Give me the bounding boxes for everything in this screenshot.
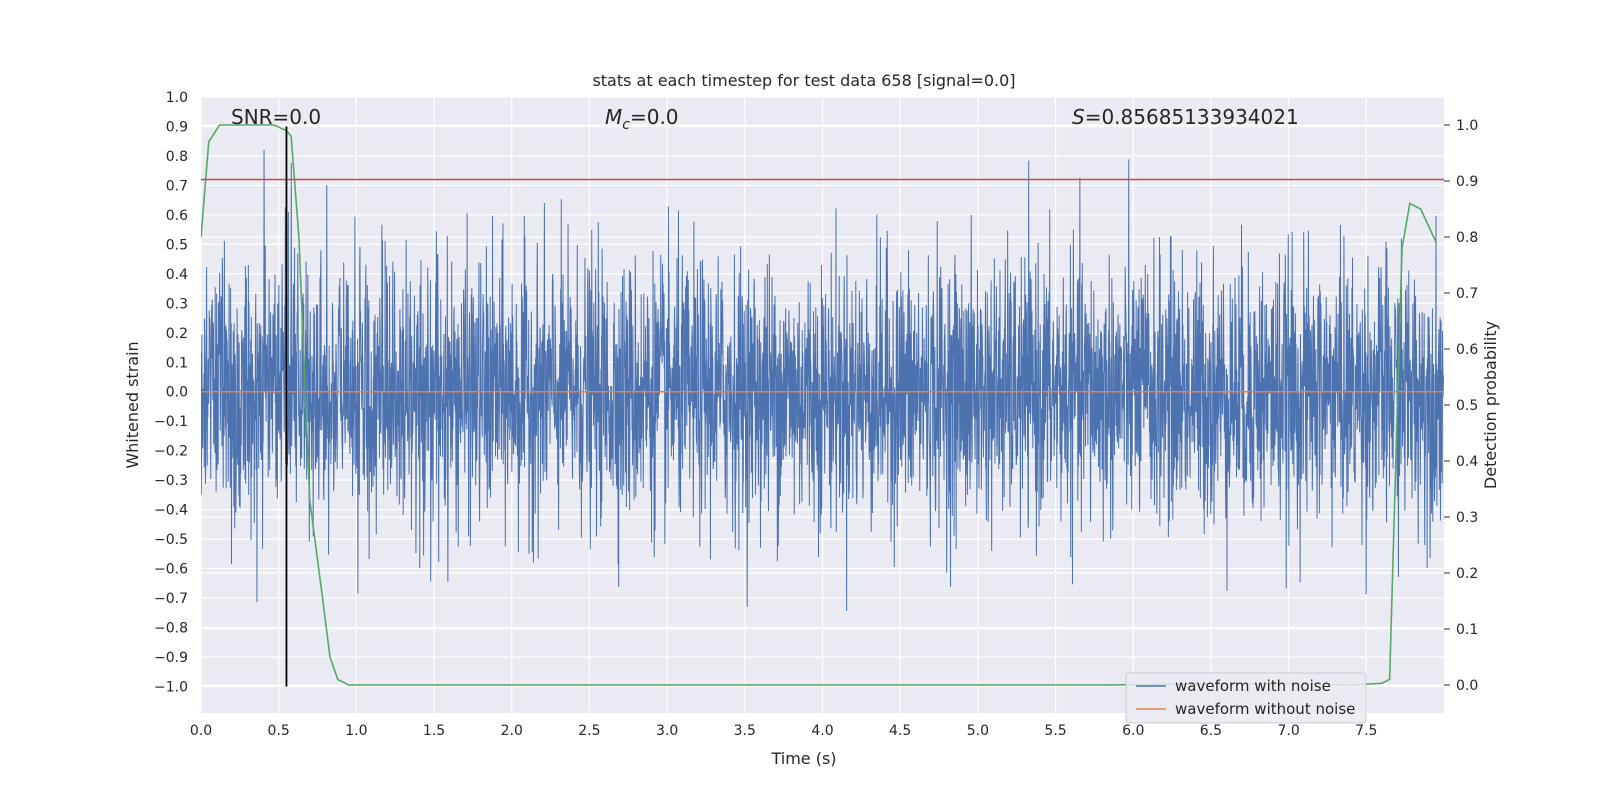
y2-tick-label: 0.2 [1456, 566, 1478, 582]
x-tick-label: 1.0 [345, 723, 367, 739]
y-tick-label: 1.0 [166, 90, 188, 106]
mc-symbol: M [605, 105, 622, 129]
x-tick-label: 5.5 [1044, 723, 1066, 739]
y2-tick-label: 0.3 [1456, 510, 1478, 526]
y2-tick-label: 0.7 [1456, 286, 1478, 302]
x-tick-label: 2.5 [578, 723, 600, 739]
x-tick-label: 7.0 [1277, 723, 1299, 739]
y2-tick-label: 1.0 [1456, 118, 1478, 134]
x-tick-label: 5.0 [967, 723, 989, 739]
mc-subscript: c [622, 117, 630, 133]
y-tick-label: 0.9 [166, 119, 188, 135]
x-tick-label: 3.0 [656, 723, 678, 739]
y-axis-ticks: 1.0 0.9 0.8 0.7 0.6 0.5 0.4 0.3 0.2 0.1 0.0 −0.1 −0.… [154, 90, 188, 695]
chirp-mass-annotation: Mc=0.0 [605, 105, 679, 133]
y-tick-label: −1.0 [154, 679, 188, 695]
series-waveform-with-noise [201, 150, 1444, 612]
x-tick-label: 4.0 [811, 723, 833, 739]
y-tick-label: 0.2 [166, 326, 188, 342]
x-tick-label: 0.0 [190, 723, 212, 739]
legend-label-clean: waveform without noise [1175, 700, 1355, 718]
score-annotation: S=0.85685133934021 [1072, 105, 1299, 129]
x-tick-label: 7.5 [1355, 723, 1377, 739]
x-axis-ticks: 0.0 0.5 1.0 1.5 2.0 2.5 3.0 3.5 4.0 4.5 5.0 5.5 6.0 6… [190, 723, 1378, 739]
x-tick-label: 1.5 [423, 723, 445, 739]
mc-value: =0.0 [630, 105, 679, 129]
y2-tick-label: 0.6 [1456, 342, 1478, 358]
y2-tick-label: 0.4 [1456, 454, 1478, 470]
series-detection-probability [201, 124, 1437, 686]
y-tick-label: 0.0 [166, 385, 188, 401]
y-tick-label: −0.3 [154, 473, 188, 489]
chart-title: stats at each timestep for test data 658… [592, 71, 1015, 90]
legend-label-noise: waveform with noise [1175, 677, 1331, 695]
y-tick-label: 0.4 [166, 267, 188, 283]
y2-axis-ticks: 1.0 0.9 0.8 0.7 0.6 0.5 0.4 0.3 0.2 0.1 0.0 [1444, 118, 1478, 694]
y-tick-label: 0.8 [166, 149, 188, 165]
x-tick-label: 4.5 [889, 723, 911, 739]
y-tick-label: −0.9 [154, 650, 188, 666]
y-tick-label: −0.8 [154, 621, 188, 637]
y2-tick-label: 0.8 [1456, 230, 1478, 246]
s-symbol: S [1072, 105, 1085, 129]
y2-tick-label: 0.5 [1456, 398, 1478, 414]
y-tick-label: 0.6 [166, 208, 188, 224]
y-tick-label: −0.4 [154, 503, 188, 519]
y2-tick-label: 0.0 [1456, 678, 1478, 694]
x-tick-label: 6.0 [1122, 723, 1144, 739]
y-tick-label: 0.3 [166, 296, 188, 312]
y2-axis-label: Detection probability [1481, 321, 1500, 489]
y-tick-label: 0.1 [166, 355, 188, 371]
y-tick-label: −0.5 [154, 532, 188, 548]
y-axis-label: Whitened strain [123, 341, 142, 468]
y-tick-label: −0.6 [154, 562, 188, 578]
y-tick-label: −0.7 [154, 591, 188, 607]
y-tick-label: 0.7 [166, 178, 188, 194]
x-tick-label: 0.5 [268, 723, 290, 739]
snr-annotation: SNR=0.0 [231, 105, 321, 129]
legend: waveform with noise waveform without noi… [1125, 672, 1367, 724]
y-tick-label: −0.1 [154, 414, 188, 430]
x-tick-label: 2.0 [501, 723, 523, 739]
x-tick-label: 3.5 [734, 723, 756, 739]
y2-tick-label: 0.1 [1456, 622, 1478, 638]
series-layer [201, 124, 1444, 687]
s-value: =0.85685133934021 [1085, 105, 1299, 129]
y-tick-label: −0.2 [154, 444, 188, 460]
y-tick-label: 0.5 [166, 237, 188, 253]
x-axis-label: Time (s) [770, 749, 836, 768]
legend-box [1125, 672, 1367, 724]
y2-tick-label: 0.9 [1456, 174, 1478, 190]
x-tick-label: 6.5 [1200, 723, 1222, 739]
